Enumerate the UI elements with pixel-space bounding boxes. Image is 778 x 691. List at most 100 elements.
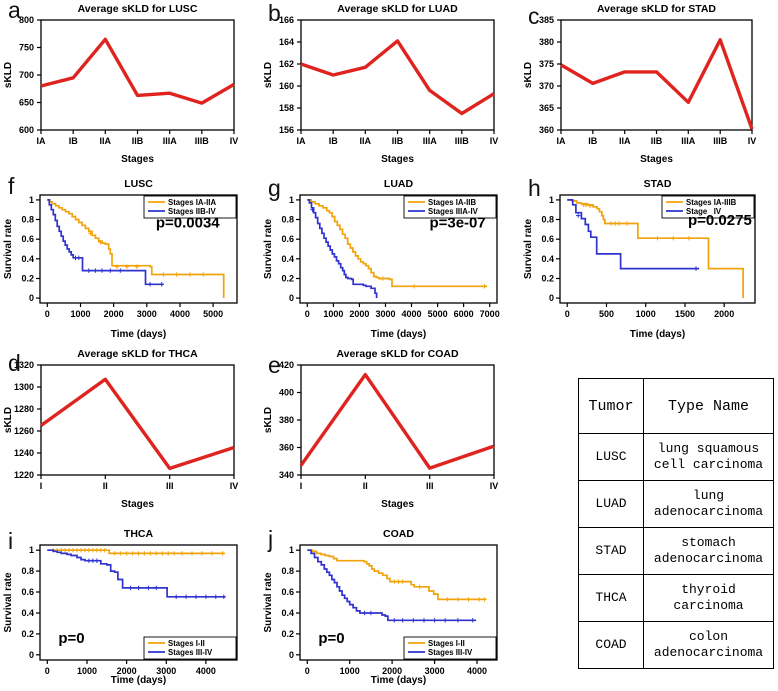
svg-text:Stages IA-IIA: Stages IA-IIA [168,198,216,207]
panel-label-a: a [8,0,21,23]
svg-text:II: II [363,481,368,491]
svg-text:0.6: 0.6 [541,234,554,244]
svg-text:158: 158 [279,103,294,113]
panel-j: j COAD Time (days) Survival rate 0 1000 2000 3… [260,515,520,691]
svg-text:Stage IV: Stage IV [686,207,722,216]
svg-text:Average sKLD for STAD: Average sKLD for STAD [597,3,716,15]
svg-text:Survival rate: Survival rate [3,572,14,632]
panel-a: a Average sKLD for LUSC Stages sKLD 600 650 7… [0,0,260,170]
panel-label-b: b [268,0,281,26]
chart-lusc-survival: LUSC Time (days) Survival rate 0 1000 2000 300… [3,178,238,340]
chart-coad-survival: COAD Time (days) Survival rate 0 1000 2000 300… [263,528,498,686]
svg-text:IB: IB [588,136,598,146]
svg-text:650: 650 [19,98,34,108]
svg-text:0.4: 0.4 [281,254,294,264]
svg-text:COAD: COAD [383,528,414,540]
svg-text:1: 1 [29,545,34,555]
svg-text:III: III [426,481,434,491]
table-row: LUSC lung squamous cell carcinoma [578,433,774,481]
svg-text:4000: 4000 [467,666,487,676]
svg-text:7000: 7000 [480,309,500,319]
svg-text:p=0.0034: p=0.0034 [156,214,220,231]
svg-text:0: 0 [289,650,294,660]
panel-f: f LUSC Time (days) Survival rate 0 1000 2000 3… [0,170,260,345]
table-cell-abbr: STAD [578,527,644,575]
svg-text:Stages I-II: Stages I-II [428,639,465,648]
svg-text:3000: 3000 [425,666,445,676]
svg-text:3000: 3000 [375,309,395,319]
svg-text:340: 340 [279,470,294,480]
svg-text:I: I [300,481,303,491]
svg-text:4000: 4000 [170,309,190,319]
svg-text:1300: 1300 [14,382,34,392]
svg-text:IIA: IIA [619,136,631,146]
svg-text:Stages III-IV: Stages III-IV [428,648,473,657]
panel-b: b Average sKLD for LUAD Stages sKLD 156 158 1… [260,0,520,170]
svg-text:0.2: 0.2 [541,274,554,284]
svg-text:Average sKLD for LUSC: Average sKLD for LUSC [78,3,198,15]
svg-text:IIIB: IIIB [195,136,210,146]
svg-text:IA: IA [297,136,307,146]
svg-text:Stages IIB-IV: Stages IIB-IV [168,207,216,216]
svg-text:sKLD: sKLD [263,407,274,433]
table-cell-name: lung adenocarcinoma [643,480,774,528]
svg-text:Time (days): Time (days) [111,675,166,686]
svg-text:0: 0 [289,293,294,303]
panel-i: i THCA Time (days) Survival rate 0 1000 2000 3… [0,515,260,691]
svg-text:0: 0 [565,309,570,319]
svg-text:p=3e-07: p=3e-07 [429,214,485,231]
svg-text:Time (days): Time (days) [371,675,426,686]
svg-text:156: 156 [279,125,294,135]
svg-text:0.8: 0.8 [281,566,294,576]
svg-text:1220: 1220 [14,470,34,480]
svg-text:Average sKLD for THCA: Average sKLD for THCA [77,348,198,360]
svg-text:IV: IV [230,481,239,491]
svg-text:p=0: p=0 [58,630,84,647]
svg-text:IV: IV [490,136,499,146]
table-cell-name: stomach adenocarcinoma [643,527,774,575]
panel-label-d: d [8,350,21,376]
svg-text:Stages IA-IIB: Stages IA-IIB [428,198,476,207]
svg-text:0.8: 0.8 [21,566,34,576]
svg-text:2000: 2000 [117,666,137,676]
svg-text:380: 380 [279,415,294,425]
table-header-tumor: Tumor [578,378,644,434]
svg-text:IIA: IIA [100,136,112,146]
panel-label-c: c [528,3,540,29]
chart-stad-survival: STAD Time (days) Survival rate 0 500 1000 1500… [523,178,756,340]
svg-text:IV: IV [230,136,239,146]
chart-coad-skld-line: Average sKLD for COAD Stages sKLD 340 360 380… [263,348,499,510]
svg-text:1: 1 [29,195,34,205]
svg-text:2000: 2000 [714,309,734,319]
svg-text:365: 365 [539,103,554,113]
table-header-type-name: Type Name [643,378,774,434]
svg-text:0: 0 [45,666,50,676]
table-cell-name: colon adenocarcinoma [643,621,774,669]
svg-text:1000: 1000 [77,666,97,676]
svg-text:Stages III-IV: Stages III-IV [168,648,213,657]
chart-lusc-skld-line: Average sKLD for LUSC Stages sKLD 600 650 700… [3,3,239,165]
svg-text:750: 750 [19,43,34,53]
svg-text:1240: 1240 [14,448,34,458]
table-cell-name: thyroid carcinoma [643,574,774,622]
table-row: STAD stomach adenocarcinoma [578,527,774,575]
svg-text:Stages IA-IIIB: Stages IA-IIIB [686,198,737,207]
svg-text:Time (days): Time (days) [630,329,685,340]
svg-text:1320: 1320 [14,360,34,370]
svg-text:sKLD: sKLD [3,407,14,433]
svg-text:6000: 6000 [454,309,474,319]
svg-text:Stages I-II: Stages I-II [168,639,205,648]
svg-text:162: 162 [279,59,294,69]
panel-e: e Average sKLD for COAD Stages sKLD 340 360 3… [260,345,520,515]
table-cell-abbr: LUAD [578,480,644,528]
panel-label-j: j [268,526,274,552]
svg-text:2000: 2000 [382,666,402,676]
svg-text:IV: IV [490,481,499,491]
svg-text:500: 500 [599,309,614,319]
svg-text:II: II [103,481,108,491]
svg-text:385: 385 [539,15,554,25]
svg-text:IIIA: IIIA [423,136,438,146]
svg-text:0: 0 [29,650,34,660]
table-cell-abbr: THCA [578,574,644,622]
